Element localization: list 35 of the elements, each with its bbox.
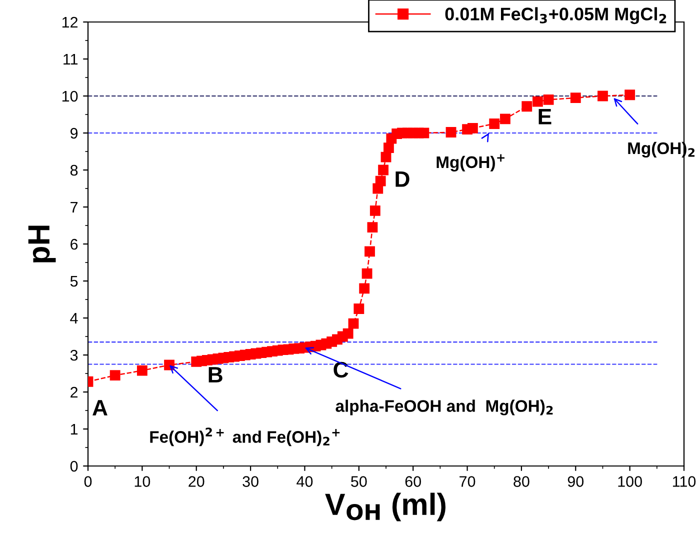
x-tick-label: 100 [618,476,642,487]
y-tick-label: 8 [70,164,78,176]
x-tick-label: 10 [134,476,150,487]
y-tick-label: 5 [70,276,78,287]
annotation: A [92,400,108,416]
x-tick-label: 30 [242,476,258,487]
x-tick-label: 90 [568,476,584,487]
x-tick-label: 20 [188,476,204,487]
x-tick-label: 110 [672,476,696,487]
legend-label: 0.01M FeCl$_{3}$+0.05M MgCl$_{2}$ [445,7,666,24]
annotation: alpha-FeOOH and Mg(OH)$_{2}$ [336,400,553,416]
x-tick-label: 60 [405,476,421,487]
annotation: D [396,171,410,187]
y-tick-label: 2 [70,386,78,398]
y-tick-label: 7 [70,202,78,213]
y-tick-label: 11 [64,54,78,65]
x-tick-label: 0 [84,476,92,487]
annotation: B [208,367,222,382]
x-tick-label: 70 [460,476,476,487]
y-tick-label: 0 [70,460,78,472]
y-tick-label: 10 [62,90,78,102]
x-tick-label: 50 [351,476,367,487]
x-tick-label: 80 [514,476,530,487]
annotation: E [538,109,552,124]
y-tick-label: 6 [70,238,78,250]
y-tick-label: 4 [70,313,78,324]
annotation: Fe(OH)$^{2+}$ and Fe(OH)$_{2}$$^{+}$ [150,428,340,446]
y-axis-title: pH [28,226,56,262]
y-tick-label: 3 [70,350,78,361]
x-tick-label: 40 [296,476,313,487]
x-axis-title: V$_{OH}$ (ml) [325,492,446,522]
y-tick-label: 9 [70,128,78,139]
y-tick-label: 12 [62,16,78,28]
y-tick-label: 1 [70,424,78,435]
annotation: Mg(OH)$^{+}$ [436,154,504,172]
